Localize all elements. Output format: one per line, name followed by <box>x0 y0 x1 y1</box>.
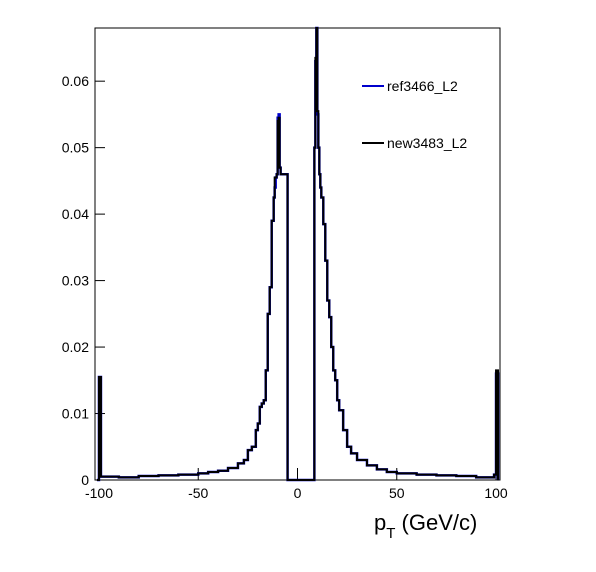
new-data-point <box>227 467 229 469</box>
new-data-point <box>237 462 239 464</box>
new-data-point <box>306 479 309 481</box>
new-data-point <box>263 399 265 401</box>
new-data-point <box>386 471 388 473</box>
new-data-point <box>118 476 120 478</box>
new-data-point <box>274 176 276 179</box>
ref-data-point <box>278 113 280 116</box>
new-data-point <box>98 376 100 378</box>
plot-frame <box>94 27 501 481</box>
x-axis-title-unit: (GeV/c) <box>395 510 477 535</box>
y-tick-label: 0.06 <box>62 73 89 89</box>
new-data-point <box>207 471 209 473</box>
x-tick-label: 50 <box>389 485 405 501</box>
new-data-point <box>493 474 495 476</box>
new-data-point <box>497 479 499 481</box>
new-data-point <box>330 346 332 348</box>
new-data-point <box>316 110 318 112</box>
legend-label-new: new3483_L2 <box>387 135 467 151</box>
new-data-point <box>276 173 278 175</box>
y-tick-label: 0.01 <box>62 406 89 422</box>
x-axis-title-sub: T <box>386 525 395 542</box>
new-data-point <box>396 472 398 474</box>
new-data-point <box>338 409 340 411</box>
new-data-point <box>100 476 102 478</box>
new-data-point <box>243 459 245 461</box>
new-data-point <box>376 468 378 470</box>
new-data-point <box>356 459 358 461</box>
y-tick-label: 0 <box>81 472 89 488</box>
new-data-point <box>96 479 98 481</box>
legend: ref3466_L2 new3483_L2 <box>362 78 467 151</box>
new-data-point <box>138 475 140 477</box>
new-data-point <box>277 120 279 122</box>
x-tick-label: -50 <box>188 485 208 501</box>
new-data-point <box>317 147 319 149</box>
new-data-point <box>346 446 348 448</box>
new-data-point <box>269 286 271 288</box>
new-data-point <box>315 27 317 29</box>
legend-label-ref: ref3466_L2 <box>387 78 458 94</box>
new-data-point <box>332 369 334 371</box>
new-data-point <box>157 474 160 476</box>
new-data-point <box>255 429 257 431</box>
x-tick-labels: -100 -50 0 50 100 <box>85 485 508 501</box>
new-data-point <box>313 147 315 149</box>
new-data-point <box>177 474 179 476</box>
new-data-point <box>247 449 249 451</box>
new-data-point <box>350 452 352 455</box>
new-data-point <box>328 316 330 318</box>
new-data-point <box>271 220 273 222</box>
new-data-point <box>342 429 344 431</box>
y-tick-labels: 0 0.01 0.02 0.03 0.04 0.05 0.06 <box>62 73 89 488</box>
new-data-point <box>455 475 457 477</box>
new-data-point <box>267 313 269 315</box>
new-data-point <box>279 166 281 169</box>
new-data-point <box>286 479 289 481</box>
new-data-point <box>495 369 497 371</box>
x-axis-title: pT (GeV/c) <box>374 510 477 542</box>
new-data-point <box>251 446 253 448</box>
new-data-point <box>273 196 275 199</box>
new-data-point <box>334 379 336 381</box>
new-data-point <box>275 176 277 179</box>
new-data-point <box>265 369 267 371</box>
new-data-point <box>326 299 328 302</box>
new-data-point <box>278 117 280 119</box>
new-data-point <box>259 406 261 408</box>
x-tick-label: -100 <box>85 485 113 501</box>
y-tick-label: 0.04 <box>62 206 89 222</box>
new-data-point <box>261 402 263 405</box>
new-data-point <box>257 422 259 425</box>
new-data-point <box>324 260 326 262</box>
new-data-point <box>320 196 322 199</box>
new-data-point <box>322 223 324 225</box>
new-data-point <box>319 186 321 189</box>
new-data-point <box>280 173 282 175</box>
new-data-point <box>314 57 316 59</box>
new-data-point <box>366 464 368 466</box>
y-tick-label: 0.05 <box>62 140 89 156</box>
new-data-point <box>336 399 338 401</box>
x-tick-label: 0 <box>294 485 302 501</box>
new-data-point <box>197 472 199 474</box>
new-data-point <box>318 173 320 175</box>
series-layer <box>96 26 500 482</box>
y-tick-label: 0.02 <box>62 339 89 355</box>
x-axis-title-main: p <box>374 510 386 535</box>
new-data-point <box>217 470 219 472</box>
new-data-point <box>416 474 418 476</box>
x-tick-label: 100 <box>484 485 508 501</box>
new-data-point <box>475 476 477 478</box>
new-data-point <box>435 474 438 476</box>
y-tick-label: 0.03 <box>62 273 89 289</box>
